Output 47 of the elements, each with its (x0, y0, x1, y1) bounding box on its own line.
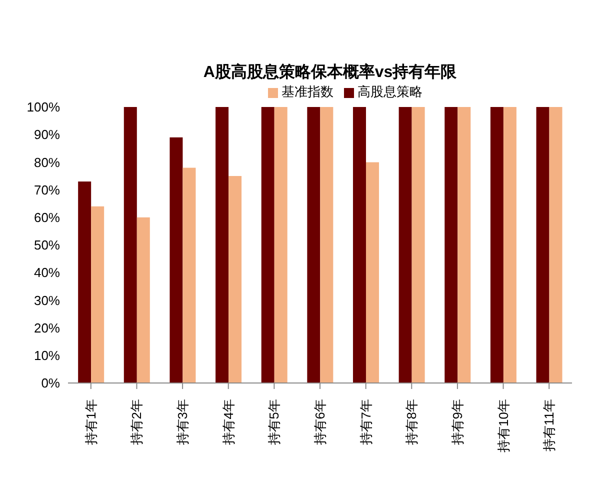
y-tick-label: 80% (34, 154, 60, 170)
bar (398, 107, 412, 383)
legend-label: 高股息策略 (358, 84, 422, 99)
bar (412, 107, 425, 383)
y-tick-label: 30% (34, 292, 60, 308)
y-tick-label: 10% (34, 348, 60, 364)
bar (91, 206, 104, 383)
bar (366, 162, 379, 383)
bar (216, 107, 229, 383)
x-tick-label: 持有4年 (220, 399, 236, 446)
bar (320, 107, 334, 383)
y-tick-label: 0% (41, 376, 60, 391)
bar (228, 176, 242, 383)
bar (170, 137, 183, 383)
x-tick-label: 持有2年 (129, 399, 144, 446)
bar (503, 107, 516, 383)
y-tick-label: 90% (34, 127, 60, 142)
bar (444, 107, 458, 383)
bar (536, 107, 550, 383)
bar (182, 168, 196, 383)
x-tick-label: 持有6年 (312, 399, 328, 446)
x-tick-label: 持有1年 (83, 399, 98, 446)
bar (352, 107, 366, 383)
x-tick-label: 持有7年 (358, 399, 374, 446)
chart-title: A股高股息策略保本概率vs持有年限 (202, 62, 458, 83)
x-tick-label: 持有3年 (175, 399, 190, 446)
x-tick-label: 持有11年 (542, 399, 557, 452)
x-tick-label: 持有10年 (496, 399, 511, 452)
bar (78, 182, 92, 383)
x-tick-label: 持有9年 (450, 399, 465, 446)
legend-label: 基准指数 (282, 84, 334, 99)
y-tick-label: 20% (34, 320, 60, 336)
y-tick-label: 70% (34, 182, 60, 198)
bar (124, 107, 137, 383)
y-tick-label: 60% (34, 210, 60, 226)
y-tick-label: 50% (34, 238, 60, 253)
bar (549, 107, 562, 383)
bar (458, 107, 471, 383)
bar (490, 107, 504, 383)
bar (307, 107, 320, 383)
x-tick-label: 持有5年 (266, 399, 282, 446)
x-tick-label: 持有8年 (404, 399, 420, 446)
y-tick-label: 40% (34, 265, 60, 280)
y-tick-label: 100% (26, 100, 60, 115)
bar (261, 107, 274, 383)
bar (136, 217, 150, 383)
bar (274, 107, 288, 383)
